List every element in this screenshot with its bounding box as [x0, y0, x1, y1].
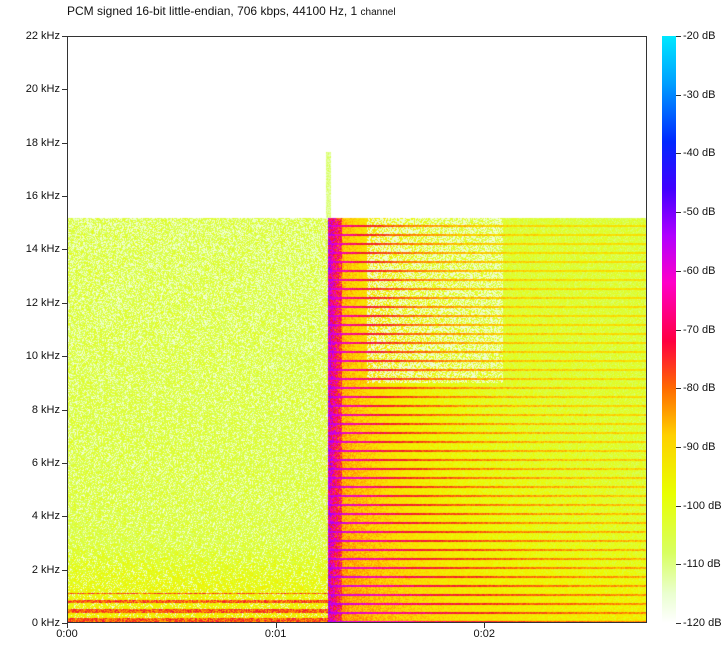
freq-tick-label: 0 kHz: [31, 617, 60, 629]
freq-tick: [62, 462, 67, 464]
freq-tick: [62, 516, 67, 518]
freq-tick: [62, 36, 67, 37]
db-colorbar: [662, 36, 676, 623]
format-text: PCM signed 16-bit little-endian, 706 kbp…: [67, 4, 358, 18]
time-tick: [484, 623, 486, 628]
db-tick: [676, 36, 681, 37]
freq-tick: [62, 409, 67, 411]
freq-tick-label: 18 kHz: [25, 136, 60, 149]
freq-tick-label: 6 kHz: [31, 456, 60, 469]
db-tick-label: -60 dB: [683, 264, 716, 277]
time-tick-label: 0:02: [473, 628, 495, 640]
freq-tick-label: 16 kHz: [25, 190, 60, 203]
db-tick: [676, 212, 681, 214]
freq-tick-label: 10 kHz: [25, 350, 60, 363]
time-tick-label: 0:00: [56, 628, 78, 640]
freq-tick: [62, 356, 67, 358]
db-tick-label: -120 dB: [683, 617, 721, 629]
freq-tick-label: 20 kHz: [25, 83, 60, 96]
time-tick: [67, 623, 68, 628]
freq-tick-label: 12 kHz: [25, 296, 60, 309]
db-tick: [676, 505, 681, 507]
db-tick: [676, 270, 681, 272]
db-tick-label: -30 dB: [683, 88, 716, 101]
time-tick: [275, 623, 277, 628]
freq-tick: [62, 89, 67, 91]
db-tick: [676, 446, 681, 448]
db-tick: [676, 623, 681, 624]
freq-tick-label: 4 kHz: [31, 510, 60, 523]
db-tick-label: -80 dB: [683, 382, 716, 395]
freq-tick: [62, 196, 67, 198]
freq-tick: [62, 142, 67, 144]
freq-tick-label: 2 kHz: [31, 563, 60, 576]
freq-tick-label: 14 kHz: [25, 243, 60, 256]
freq-tick-label: 22 kHz: [25, 30, 60, 42]
db-tick-label: -40 dB: [683, 147, 716, 160]
db-tick-label: -20 dB: [683, 30, 716, 42]
db-tick-label: -90 dB: [683, 440, 716, 453]
freq-tick: [62, 249, 67, 251]
db-tick-label: -100 dB: [683, 499, 721, 512]
time-tick-label: 0:01: [264, 628, 287, 640]
channel-text: channel: [360, 7, 396, 18]
db-tick-label: -70 dB: [683, 323, 716, 336]
db-tick: [676, 329, 681, 331]
db-tick: [676, 94, 681, 96]
freq-tick: [62, 302, 67, 304]
db-tick: [676, 388, 681, 390]
spectrogram-image: [68, 37, 646, 622]
db-tick-label: -110 dB: [683, 558, 721, 571]
db-tick: [676, 564, 681, 566]
freq-tick-label: 8 kHz: [31, 403, 60, 416]
db-tick-label: -50 dB: [683, 206, 716, 219]
audio-format-caption: PCM signed 16-bit little-endian, 706 kbp…: [67, 4, 396, 18]
spectrogram-plot[interactable]: [67, 36, 647, 623]
db-tick: [676, 153, 681, 155]
freq-tick: [62, 569, 67, 571]
freq-tick: [62, 623, 67, 624]
